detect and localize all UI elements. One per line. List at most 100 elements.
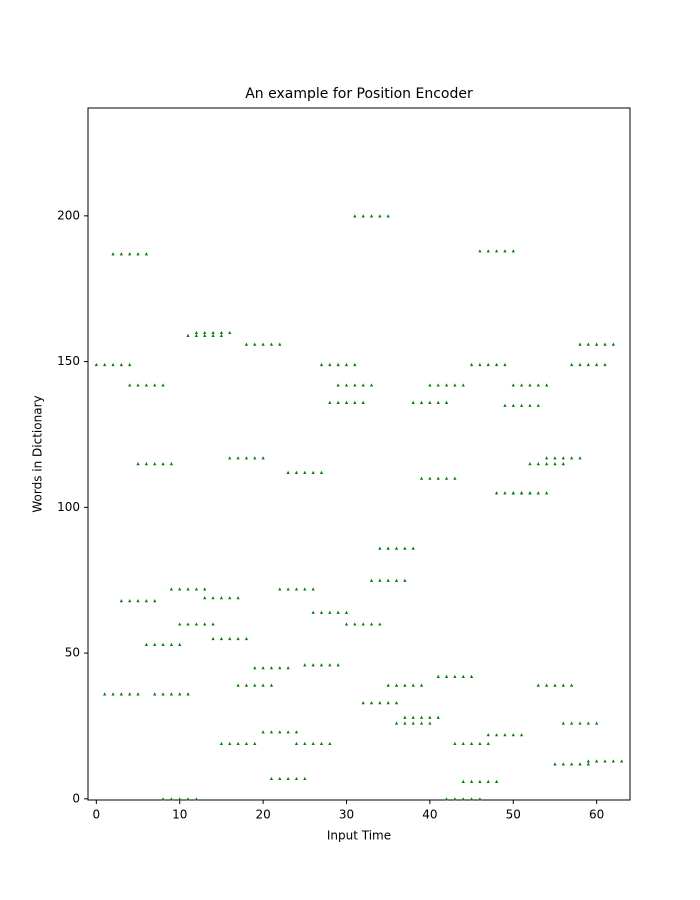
point — [336, 610, 340, 614]
point — [186, 622, 190, 626]
point — [228, 330, 232, 335]
point — [253, 683, 257, 687]
point — [561, 683, 565, 687]
point — [169, 642, 173, 646]
point — [386, 546, 390, 550]
point — [503, 403, 507, 407]
point — [478, 249, 482, 253]
point — [553, 462, 557, 466]
point — [536, 383, 540, 387]
point — [178, 692, 182, 696]
point — [394, 578, 399, 582]
point — [269, 683, 274, 687]
point — [178, 642, 182, 646]
point — [536, 462, 540, 466]
point — [503, 733, 507, 737]
point — [403, 578, 407, 582]
point — [344, 400, 349, 405]
point — [361, 383, 365, 387]
point — [436, 715, 440, 719]
point — [161, 383, 165, 387]
point — [461, 674, 465, 679]
point — [444, 797, 449, 801]
point — [319, 663, 324, 667]
point — [211, 330, 215, 335]
plot-frame — [87, 107, 631, 801]
point — [486, 733, 490, 737]
point — [261, 666, 265, 670]
point — [595, 362, 599, 367]
point — [520, 733, 524, 737]
point — [119, 362, 123, 367]
y-axis-label: Words in Dictionary — [31, 395, 45, 512]
y-tick-label: 150 — [57, 354, 80, 368]
point — [253, 741, 257, 746]
point — [503, 249, 507, 253]
point — [611, 759, 615, 763]
point — [378, 622, 382, 626]
chart-title: An example for Position Encoder — [245, 86, 473, 102]
point — [411, 546, 415, 550]
point — [144, 383, 148, 387]
point — [586, 759, 590, 763]
point — [261, 456, 265, 460]
point — [411, 683, 415, 687]
point — [528, 462, 532, 466]
point — [228, 636, 232, 641]
point — [553, 456, 557, 460]
point — [511, 491, 515, 495]
point — [278, 776, 282, 781]
point — [344, 383, 349, 387]
point — [611, 342, 615, 346]
x-tick-label: 60 — [589, 808, 604, 822]
point — [111, 692, 115, 696]
point — [386, 701, 390, 705]
point — [186, 587, 190, 591]
point — [603, 342, 607, 346]
point — [469, 797, 474, 801]
point — [119, 599, 123, 603]
point — [361, 214, 365, 218]
point — [520, 383, 524, 387]
point — [386, 683, 390, 687]
point — [303, 470, 307, 474]
point — [328, 741, 332, 746]
point — [369, 214, 374, 218]
point — [278, 587, 282, 591]
point — [228, 741, 232, 746]
point — [236, 456, 240, 460]
x-tick-label: 20 — [255, 808, 270, 822]
point — [603, 362, 607, 367]
point — [419, 721, 424, 725]
point — [361, 701, 365, 705]
point — [328, 610, 332, 614]
point — [486, 249, 490, 253]
point — [553, 683, 557, 687]
point — [153, 692, 157, 696]
point — [278, 342, 282, 346]
point — [561, 721, 565, 725]
point — [411, 715, 415, 719]
point — [344, 622, 349, 626]
y-tick-label: 0 — [72, 791, 80, 805]
point — [578, 342, 582, 346]
point — [369, 383, 374, 387]
point — [511, 733, 515, 737]
point — [386, 214, 390, 218]
point — [494, 362, 499, 367]
point — [394, 683, 399, 687]
point — [194, 797, 198, 801]
point — [419, 715, 424, 719]
point — [269, 666, 274, 670]
point — [286, 666, 290, 670]
point — [136, 383, 140, 387]
point — [294, 587, 299, 591]
point — [436, 383, 440, 387]
point — [153, 462, 157, 466]
point — [369, 622, 374, 626]
point — [94, 362, 98, 367]
point — [528, 383, 532, 387]
point — [253, 666, 257, 670]
point — [153, 599, 157, 603]
point — [194, 333, 198, 337]
